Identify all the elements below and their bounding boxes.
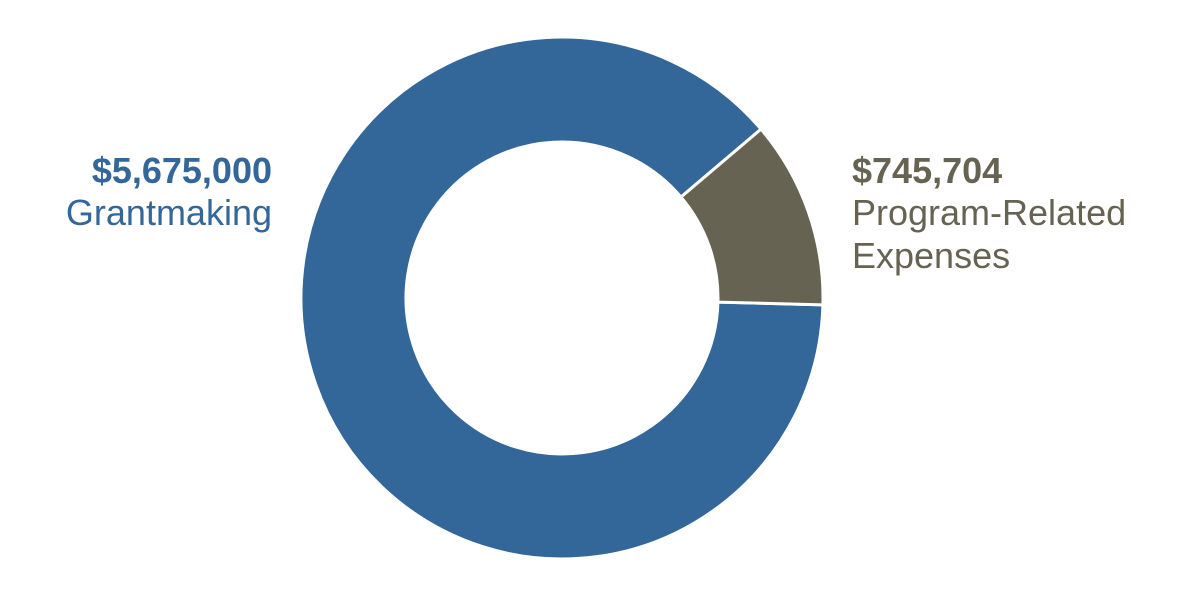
slice-program-related-expenses xyxy=(678,127,825,307)
program-related-value: $745,704 xyxy=(852,150,1003,191)
slice-grantmaking xyxy=(299,35,825,561)
slice-label-grantmaking: $5,675,000 Grantmaking xyxy=(66,150,272,235)
grantmaking-value: $5,675,000 xyxy=(91,150,272,191)
grantmaking-name: Grantmaking xyxy=(65,192,272,234)
program-related-name-line-2: Expenses xyxy=(852,234,1011,276)
slice-label-program-related-expenses: $745,704 Program-Related Expenses xyxy=(852,150,1126,277)
donut-slices xyxy=(299,35,825,561)
program-related-name-line-1: Program-Related xyxy=(852,192,1127,234)
